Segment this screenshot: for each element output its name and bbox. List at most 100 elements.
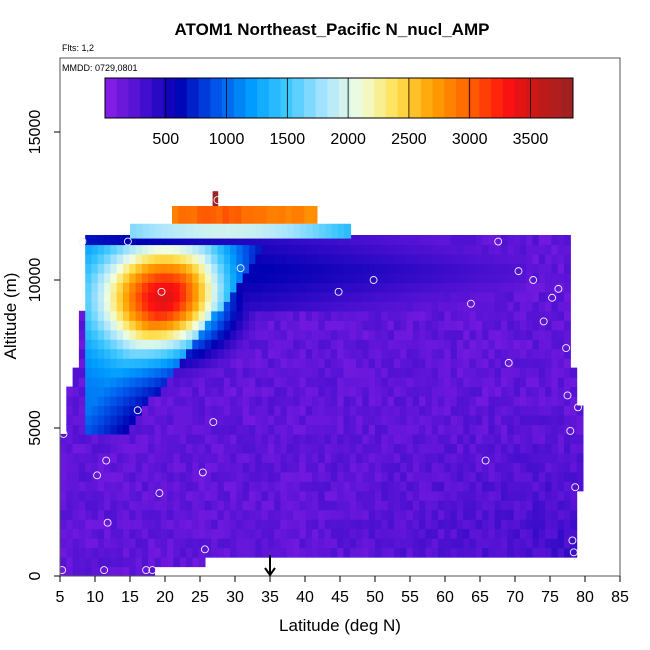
heatmap-cell — [66, 538, 74, 549]
heatmap-cell — [141, 443, 149, 454]
heatmap-cell — [362, 405, 370, 416]
heatmap-cell — [198, 414, 206, 426]
heatmap-cell — [192, 282, 200, 293]
heatmap-cell — [318, 358, 326, 369]
heatmap-cell — [274, 433, 282, 444]
heatmap-cell — [223, 348, 231, 359]
heatmap-cell — [375, 310, 382, 321]
heatmap-cell — [337, 490, 345, 501]
heatmap-cell — [91, 272, 99, 283]
heatmap-cell — [513, 519, 521, 530]
colorbar-tick-label: 500 — [152, 131, 179, 148]
colorbar-swatch — [561, 78, 574, 118]
heatmap-cell — [444, 339, 452, 350]
heatmap-cell — [255, 538, 263, 549]
heatmap-cell — [387, 481, 395, 492]
heatmap-cell — [519, 405, 527, 416]
heatmap-cell — [406, 291, 414, 302]
heatmap-cell — [91, 500, 99, 511]
heatmap-cell — [362, 528, 370, 539]
heatmap-cell — [85, 301, 93, 312]
heatmap-cell — [160, 282, 168, 293]
heatmap-cell — [513, 253, 521, 265]
heatmap-cell — [557, 358, 565, 369]
heatmap-cell — [223, 282, 231, 293]
heatmap-cell — [123, 452, 130, 463]
heatmap-cell — [375, 462, 382, 473]
heatmap-cell — [349, 471, 357, 482]
heatmap-cell — [349, 235, 357, 246]
heatmap-cell — [344, 223, 352, 239]
heatmap-cell — [375, 405, 382, 416]
heatmap-cell — [312, 547, 319, 558]
heatmap-cell — [261, 490, 269, 501]
heatmap-cell — [211, 471, 219, 482]
heatmap-cell — [519, 310, 527, 321]
heatmap-cell — [236, 414, 244, 426]
heatmap-cell — [330, 291, 338, 302]
heatmap-cell — [116, 386, 124, 397]
heatmap-cell — [538, 329, 546, 340]
heatmap-cell — [425, 462, 433, 473]
heatmap-cell — [456, 414, 464, 426]
heatmap-cell — [387, 414, 395, 426]
heatmap-cell — [387, 329, 395, 340]
heatmap-cell — [532, 386, 540, 397]
heatmap-cell — [501, 452, 508, 463]
heatmap-cell — [116, 509, 124, 520]
heatmap-cell — [230, 500, 237, 511]
heatmap-cell — [551, 386, 559, 397]
heatmap-cell — [110, 566, 118, 576]
heatmap-cell — [318, 490, 326, 501]
heatmap-cell — [494, 414, 502, 426]
heatmap-cell — [230, 433, 237, 444]
heatmap-cell — [482, 462, 489, 473]
heatmap-cell — [419, 272, 426, 283]
heatmap-cell — [135, 557, 143, 568]
colorbar-swatch — [350, 78, 363, 118]
heatmap-cell — [400, 339, 408, 350]
heatmap-cell — [513, 452, 521, 463]
heatmap-cell — [293, 235, 300, 246]
heatmap-cell — [469, 310, 477, 321]
heatmap-cell — [116, 358, 124, 369]
heatmap-cell — [216, 206, 223, 224]
heatmap-cell — [538, 471, 546, 482]
heatmap-cell — [419, 282, 426, 293]
heatmap-cell — [319, 223, 326, 239]
heatmap-cell — [387, 396, 395, 407]
heatmap-cell — [519, 396, 527, 407]
heatmap-cell — [116, 320, 124, 331]
heatmap-cell — [318, 471, 326, 482]
heatmap-cell — [198, 452, 206, 463]
heatmap-cell — [148, 566, 156, 576]
heatmap-cell — [532, 500, 540, 511]
heatmap-cell — [419, 433, 426, 444]
heatmap-cell — [312, 235, 319, 246]
heatmap-cell — [551, 481, 559, 492]
heatmap-cell — [280, 471, 288, 482]
colorbar-tick-label: 3500 — [513, 131, 549, 148]
heatmap-cell — [349, 509, 357, 520]
heatmap-cell — [261, 481, 269, 492]
heatmap-cell — [135, 500, 143, 511]
heatmap-cell — [431, 329, 439, 340]
sample-point — [78, 237, 87, 246]
heatmap-cell — [198, 310, 206, 321]
heatmap-cell — [167, 310, 174, 321]
heatmap-cell — [223, 358, 231, 369]
heatmap-cell — [406, 452, 414, 463]
heatmap-cell — [456, 538, 464, 549]
heatmap-cell — [444, 272, 452, 283]
heatmap-cell — [198, 263, 206, 274]
heatmap-cell — [475, 339, 483, 350]
heatmap-cell — [236, 547, 244, 558]
heatmap-cell — [564, 263, 571, 274]
heatmap-cell — [494, 310, 502, 321]
heatmap-cell — [116, 481, 124, 492]
heatmap-cell — [262, 223, 270, 239]
heatmap-cell — [192, 557, 200, 568]
heatmap-cell — [305, 462, 313, 473]
heatmap-cell — [349, 329, 357, 340]
heatmap-cell — [532, 396, 540, 407]
